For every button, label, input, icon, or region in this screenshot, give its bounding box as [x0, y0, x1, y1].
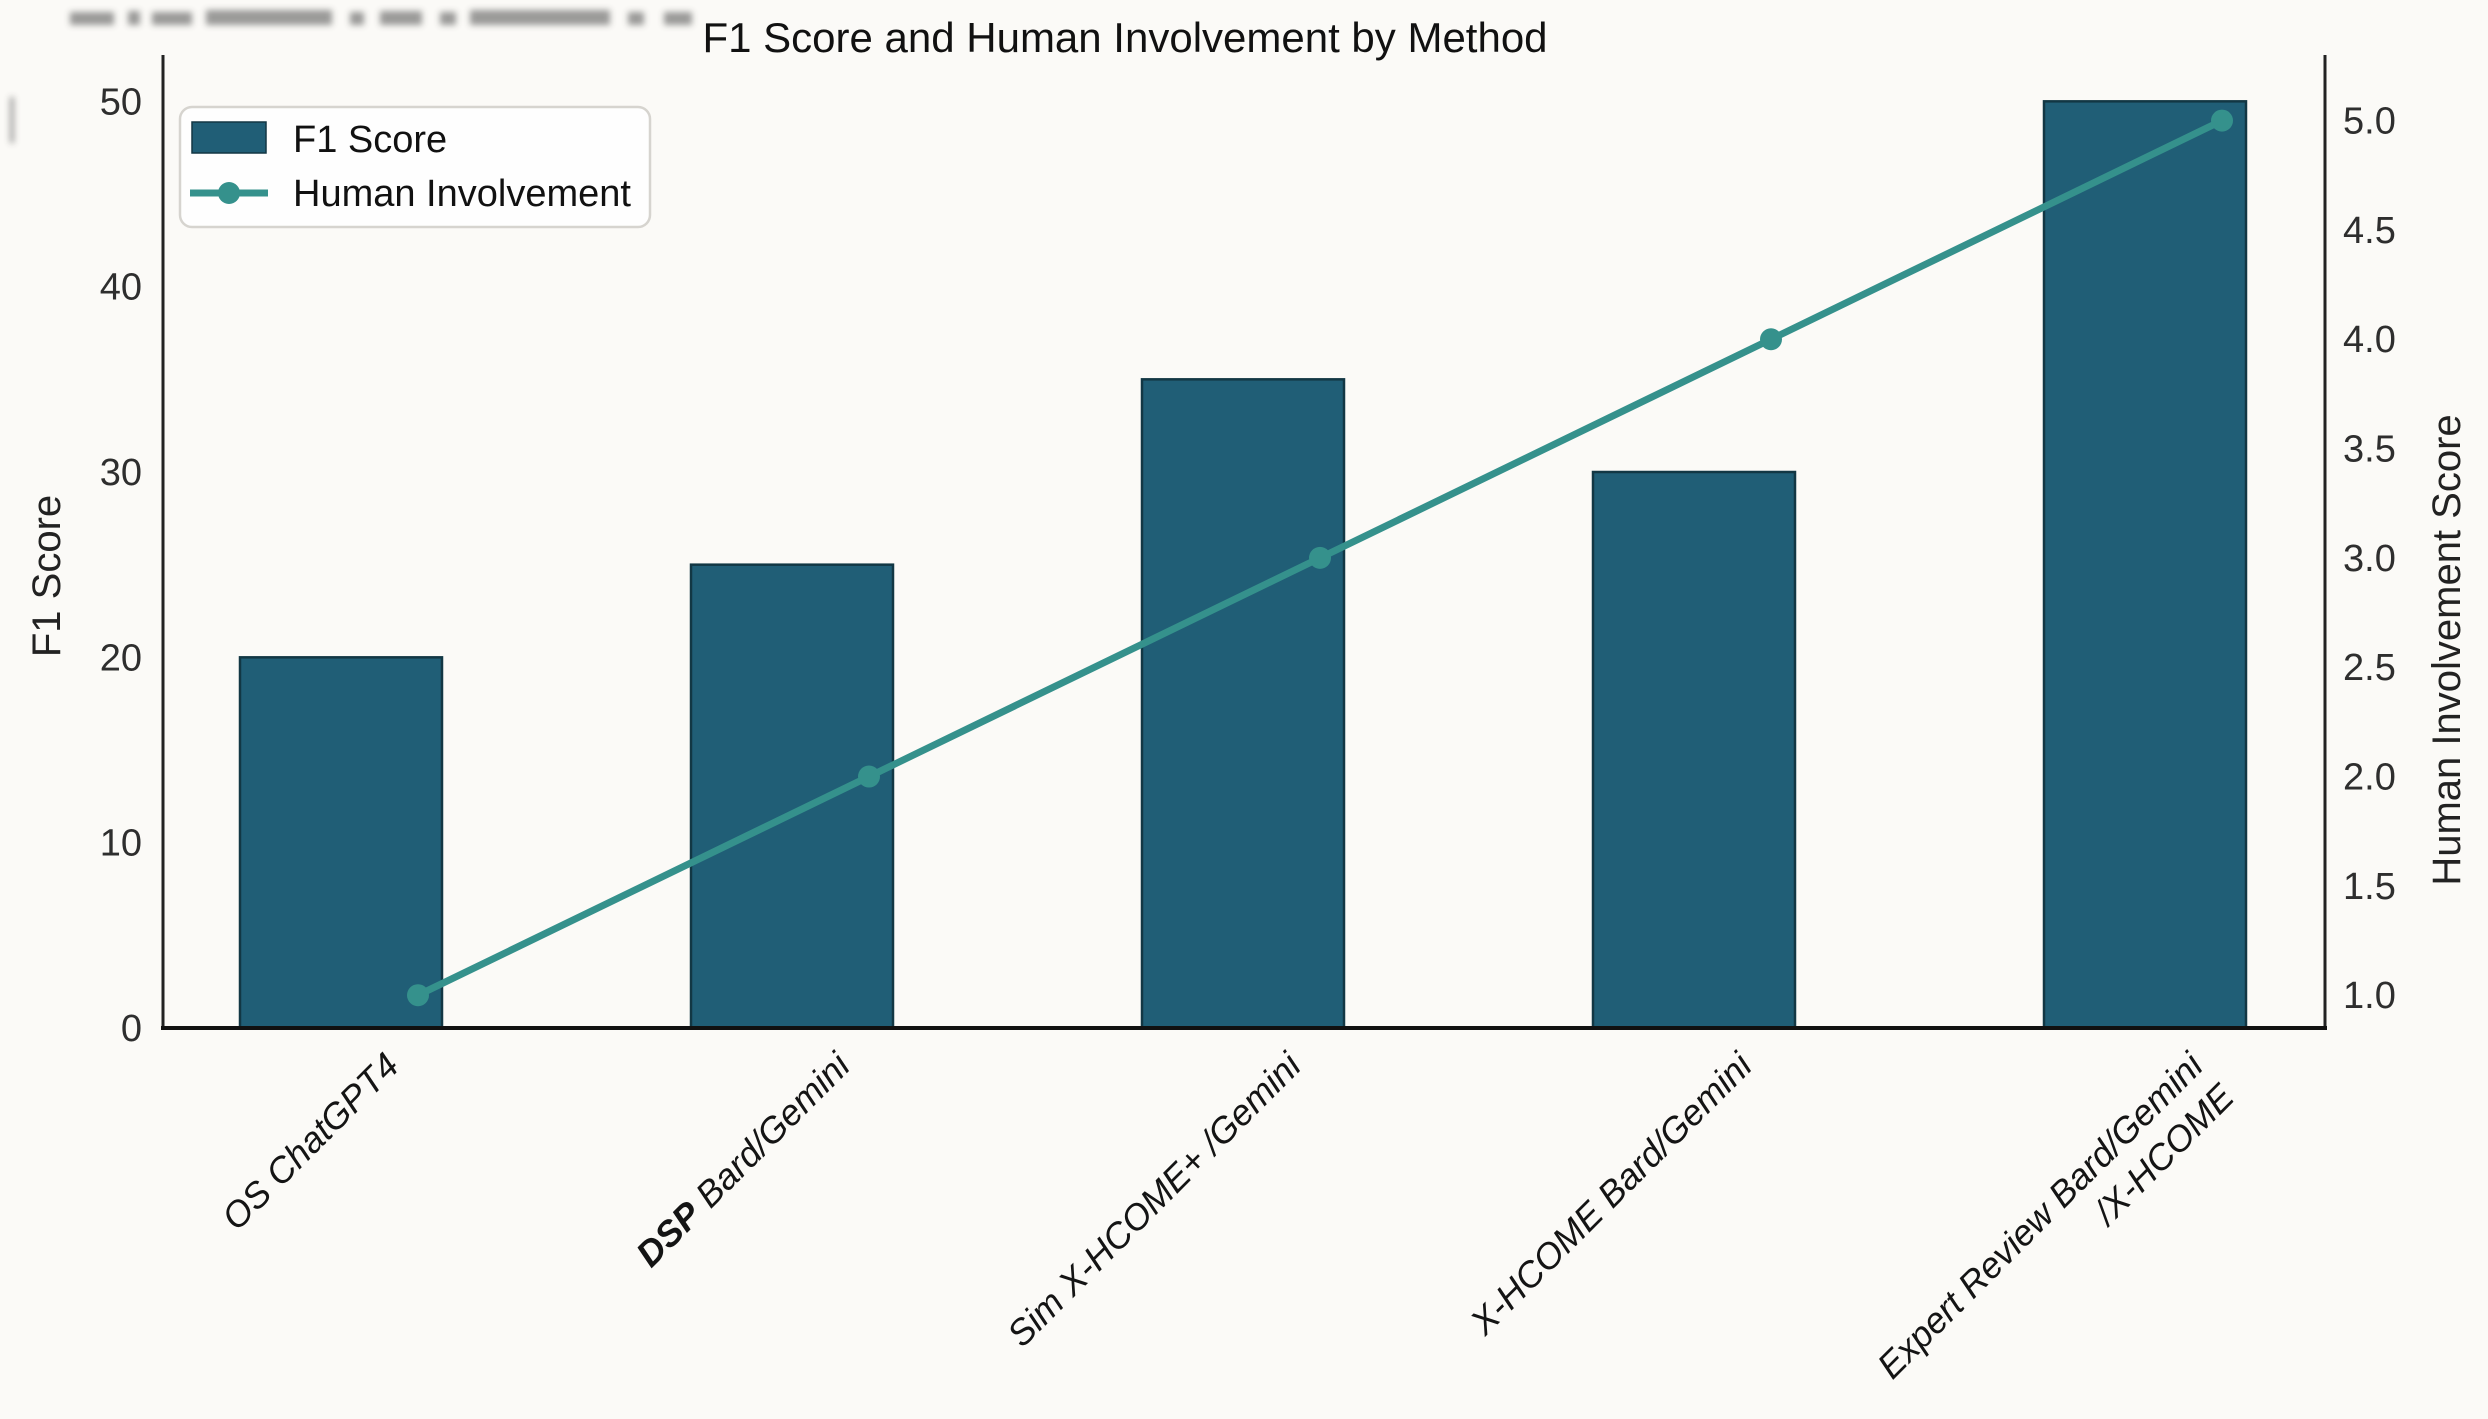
right-tick-label: 3.5 — [2343, 429, 2396, 471]
x-category-label: OS ChatGPT4 — [214, 1045, 407, 1238]
left-tick-label: 40 — [100, 267, 142, 309]
right-tick-label: 4.0 — [2343, 319, 2396, 361]
bar — [1591, 470, 1797, 1030]
left-tick-label: 10 — [100, 823, 142, 865]
bar — [238, 656, 444, 1030]
x-category-label: X-HCOME Bard/Gemini — [1461, 1044, 1760, 1343]
x-category-label: Sim X-HCOME+ /Gemini — [999, 1044, 1309, 1354]
x-category-label: DSP Bard/Gemini — [628, 1044, 859, 1275]
legend-label-f1: F1 Score — [293, 119, 447, 161]
legend: F1 Score Human Involvement — [178, 105, 652, 229]
data-point-marker — [858, 765, 880, 788]
bar-series — [238, 100, 2248, 1030]
bar — [689, 563, 895, 1030]
x-axis-labels: OS ChatGPT4 DSP Bard/Gemini Sim X-HCOME+ /… — [214, 1044, 2243, 1417]
y-axis-label-right: Human Involvement Score — [2425, 414, 2469, 885]
right-tick-label: 2.0 — [2343, 757, 2396, 799]
left-tick-label: 50 — [100, 81, 142, 123]
bar — [1140, 378, 1346, 1030]
left-axis-ticks: 0 10 20 30 40 50 — [100, 81, 142, 1050]
chart-title: F1 Score and Human Involvement by Method — [702, 14, 1547, 61]
data-point-marker — [2211, 109, 2233, 132]
legend-line-marker — [218, 182, 240, 204]
right-tick-label: 1.0 — [2343, 975, 2396, 1017]
right-tick-label: 2.5 — [2343, 647, 2396, 689]
left-tick-label: 30 — [100, 452, 142, 494]
y-axis-label-left: F1 Score — [25, 495, 69, 657]
right-tick-label: 5.0 — [2343, 101, 2396, 143]
legend-label-human: Human Involvement — [293, 173, 631, 215]
line-series — [407, 109, 2233, 1007]
left-tick-label: 20 — [100, 637, 142, 679]
bar — [2042, 100, 2248, 1030]
legend-box — [178, 105, 652, 229]
artifact-smudge — [10, 10, 692, 143]
data-point-marker — [407, 984, 429, 1007]
right-tick-label: 4.5 — [2343, 210, 2396, 252]
x-category-label: Expert Review Bard/Gemini/X-HCOME — [1869, 1044, 2242, 1417]
data-point-marker — [1309, 546, 1331, 569]
data-point-marker — [1760, 328, 1782, 351]
legend-bar-swatch — [191, 121, 267, 154]
right-tick-label: 1.5 — [2343, 866, 2396, 908]
right-axis-ticks: 1.0 1.5 2.0 2.5 3.0 3.5 4.0 4.5 5.0 — [2343, 101, 2396, 1018]
left-tick-label: 0 — [121, 1008, 142, 1050]
right-tick-label: 3.0 — [2343, 538, 2396, 580]
